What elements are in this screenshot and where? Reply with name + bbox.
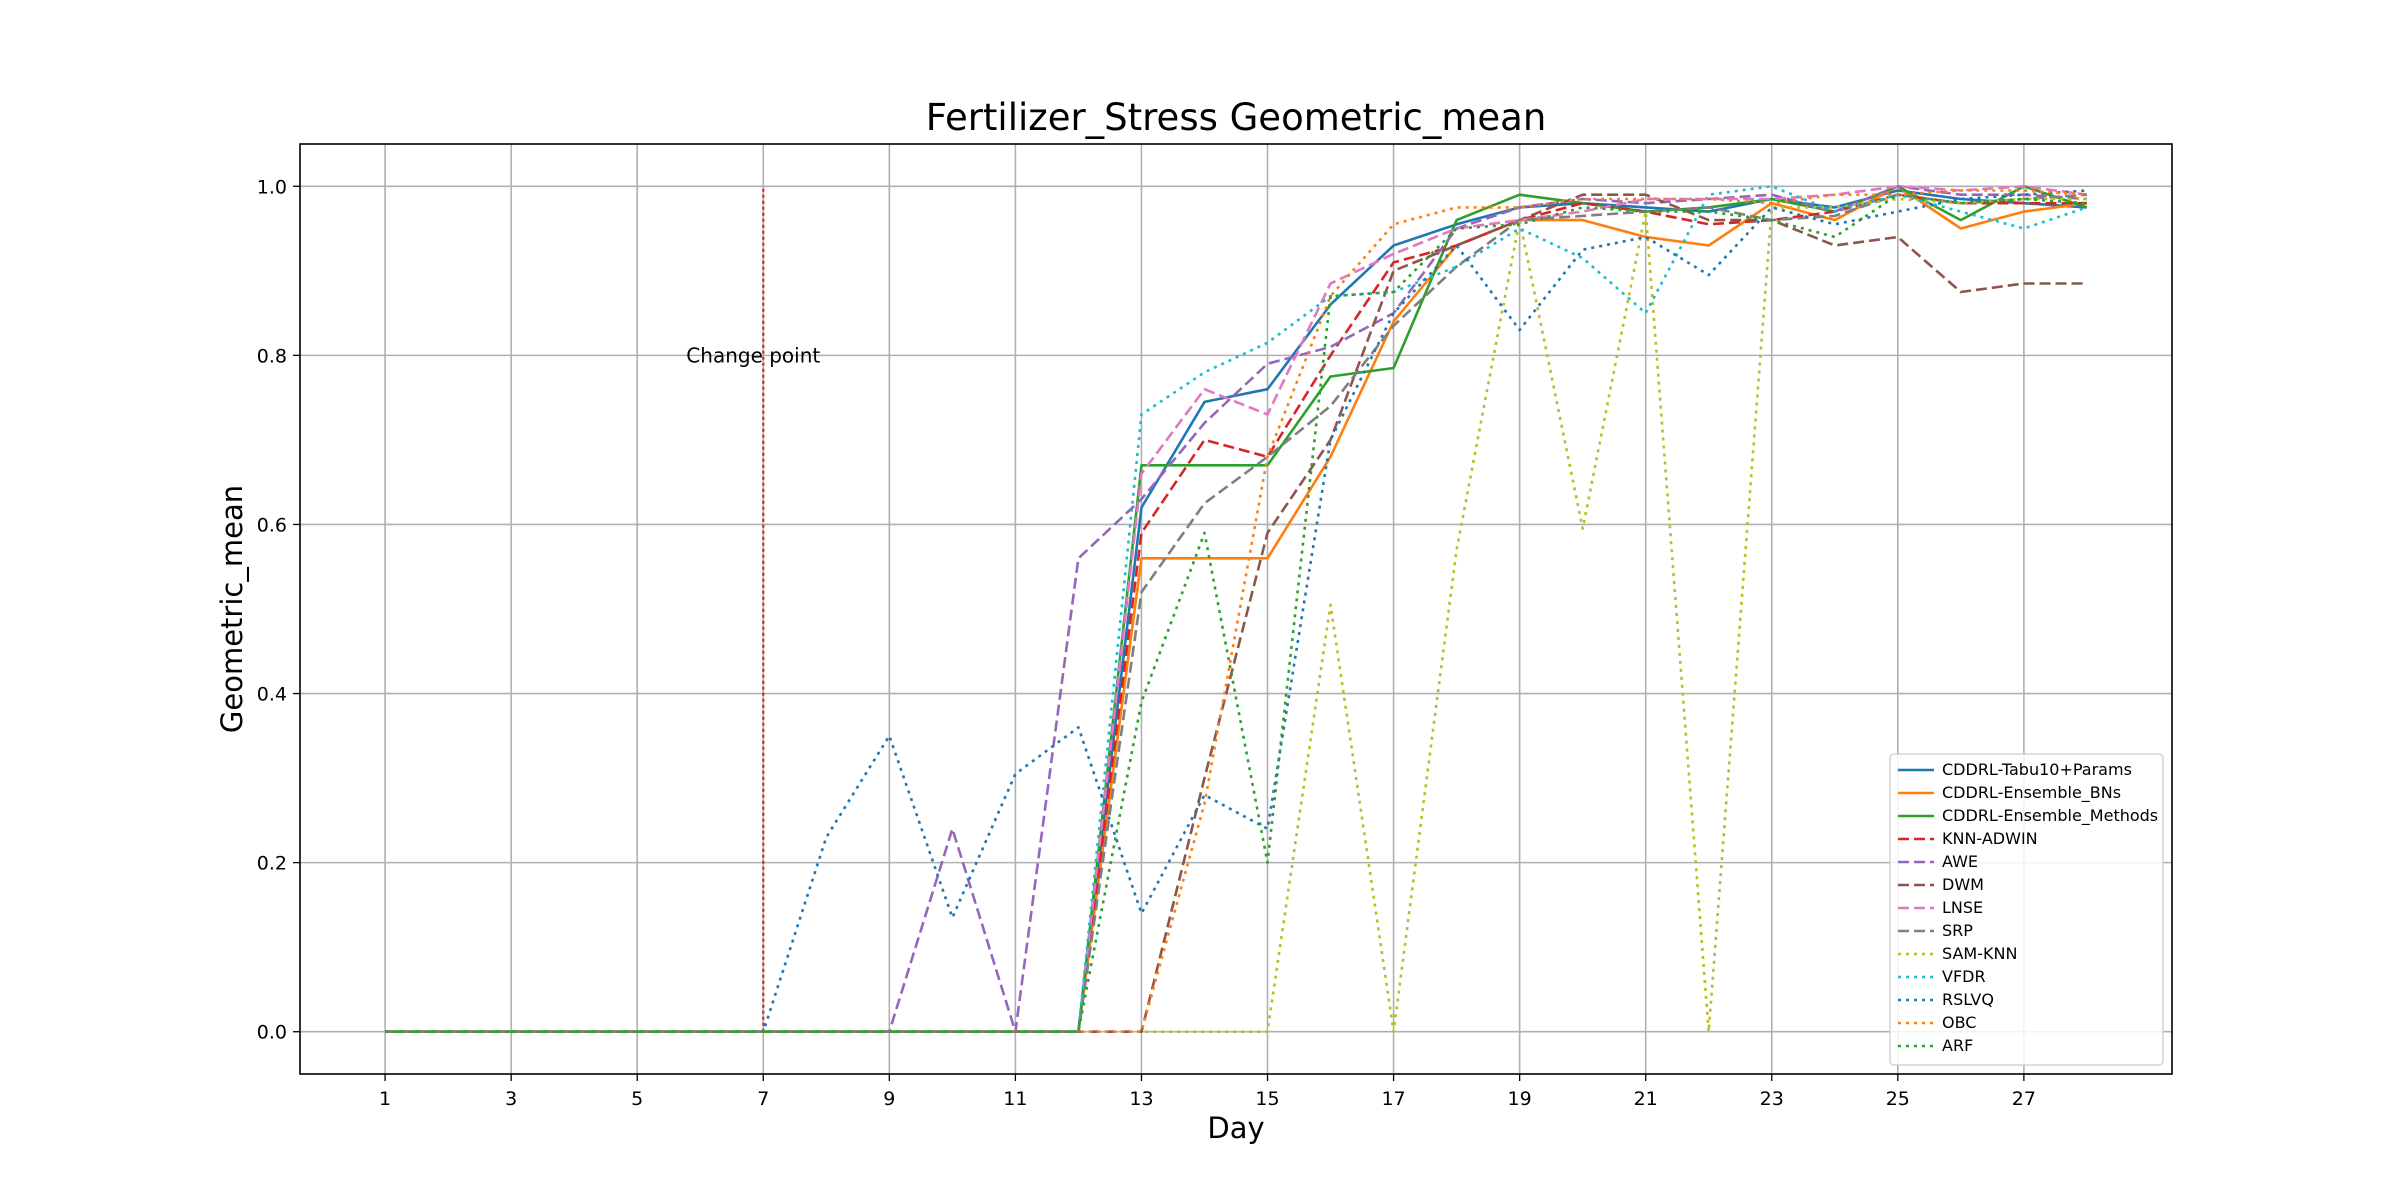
legend-entry: ARF — [1942, 1036, 1973, 1055]
series-line-cddrl-ensemble-methods — [385, 185, 2088, 1033]
legend-entry: LNSE — [1942, 898, 1983, 917]
legend-entry: CDDRL-Tabu10+Params — [1942, 760, 2132, 779]
y-tick-label: 0.8 — [257, 345, 287, 367]
series-line-knn-adwin — [385, 193, 2087, 1033]
series-line-cddrl-ensemble-bns — [385, 185, 2088, 1033]
x-tick-label: 11 — [1003, 1088, 1027, 1110]
x-tick-label: 17 — [1381, 1088, 1405, 1110]
series-line-cddrl-tabu10-params — [385, 189, 2087, 1033]
legend-entry: RSLVQ — [1942, 990, 1994, 1009]
x-axis-label: Day — [1207, 1111, 1264, 1145]
series-line-rslvq — [385, 189, 2087, 1033]
legend-box — [1889, 753, 2164, 1066]
x-tick-label: 5 — [631, 1088, 643, 1110]
x-tick-label: 19 — [1508, 1088, 1532, 1110]
series-line-arf — [385, 193, 2087, 1033]
legend-entry: VFDR — [1942, 967, 1986, 986]
change-point-label: Change point — [686, 343, 820, 367]
legend-entry: DWM — [1942, 875, 1984, 894]
x-tick-label: 27 — [2012, 1088, 2036, 1110]
x-tick-label: 23 — [1760, 1088, 1784, 1110]
series-line-srp — [385, 193, 2087, 1033]
series-line-dwm — [385, 193, 2087, 1033]
series-line-vfdr — [385, 185, 2088, 1033]
x-tick-label: 9 — [883, 1088, 895, 1110]
x-axis-ticks: 1 3 5 7 9 11 13 15 17 19 21 23 25 27 — [379, 1074, 2036, 1110]
y-axis-label: Geometric_mean — [215, 485, 249, 733]
x-tick-label: 1 — [379, 1088, 391, 1110]
x-tick-label: 15 — [1255, 1088, 1279, 1110]
series-line-lnse — [385, 185, 2088, 1033]
y-tick-label: 0.2 — [257, 853, 287, 875]
y-tick-label: 0.6 — [257, 514, 287, 536]
series-line-obc — [385, 189, 2087, 1033]
x-tick-label: 21 — [1634, 1088, 1658, 1110]
legend-entry: OBC — [1942, 1013, 1976, 1032]
x-tick-label: 7 — [757, 1088, 769, 1110]
chart-title: Fertilizer_Stress Geometric_mean — [926, 96, 1547, 139]
legend-entry: SRP — [1942, 921, 1973, 940]
series-line-awe — [385, 185, 2087, 1033]
legend-entry: AWE — [1942, 852, 1978, 871]
change-point-annotation: Change point — [686, 186, 820, 1032]
y-tick-label: 0.0 — [257, 1022, 287, 1044]
x-tick-label: 13 — [1129, 1088, 1153, 1110]
y-tick-label: 1.0 — [257, 176, 287, 198]
series-lines — [385, 185, 2088, 1033]
legend-entry: KNN-ADWIN — [1942, 829, 2038, 848]
plot-frame — [299, 143, 2173, 1075]
x-tick-label: 25 — [1886, 1088, 1910, 1110]
legend-entry: CDDRL-Ensemble_Methods — [1942, 806, 2158, 826]
y-tick-label: 0.4 — [257, 684, 287, 706]
x-tick-label: 3 — [505, 1088, 517, 1110]
y-axis-ticks: 0.0 0.2 0.4 0.6 0.8 1.0 — [257, 176, 300, 1044]
series-line-sam-knn — [385, 197, 2087, 1033]
legend-entry: SAM-KNN — [1942, 944, 2017, 963]
legend-entry: CDDRL-Ensemble_BNs — [1942, 783, 2121, 803]
legend: CDDRL-Tabu10+Params CDDRL-Ensemble_BNs CDD… — [1889, 753, 2164, 1066]
